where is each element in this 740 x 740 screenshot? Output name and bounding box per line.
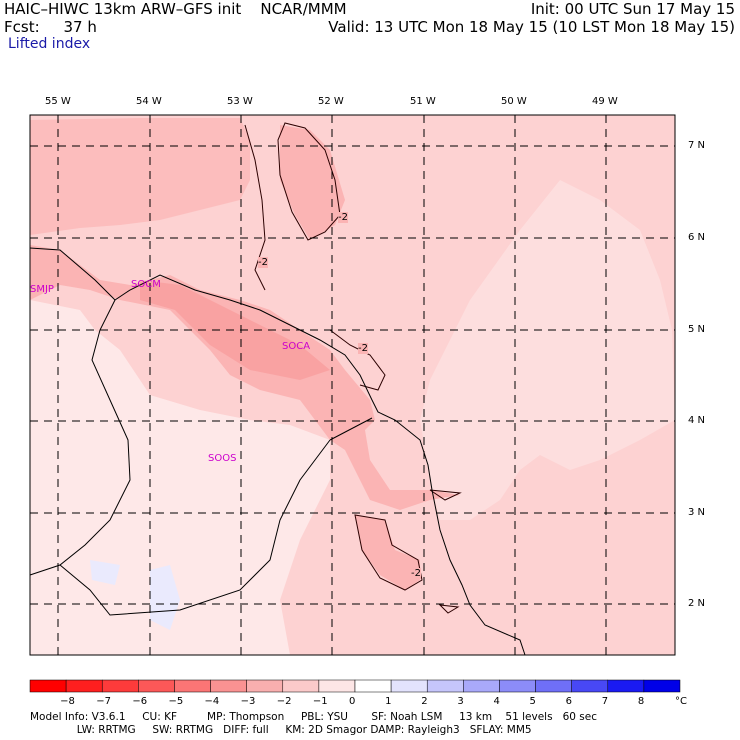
colorbar-tick-label: 1 — [385, 696, 392, 707]
colorbar-unit: °C — [675, 696, 687, 707]
colorbar-swatch — [499, 679, 536, 693]
colorbar-tick-label: 6 — [565, 696, 573, 707]
colorbar-tick-label: 8 — [637, 696, 645, 707]
lat-label: 7 N — [688, 140, 706, 151]
colorbar-swatch — [138, 679, 175, 693]
forecast-hour: Fcst: 37 h — [4, 18, 97, 36]
colorbar-tick-label: 7 — [601, 696, 609, 707]
colorbar-swatch — [354, 679, 392, 693]
model-info-line2: LW: RRTMG SW: RRTMG DIFF: full KM: 2D Sm… — [30, 724, 532, 736]
colorbar — [29, 679, 681, 693]
lat-label: 5 N — [688, 324, 706, 335]
lat-label: 6 N — [688, 232, 706, 243]
colorbar-tick-label: 5 — [529, 696, 536, 707]
colorbar-swatch — [210, 679, 247, 693]
colorbar-tick-label: −4 — [204, 696, 220, 707]
init-time: Init: 00 UTC Sun 17 May 15 — [530, 0, 735, 18]
lon-label: 51 W — [410, 96, 436, 107]
lon-label: 52 W — [318, 96, 344, 107]
colorbar-swatch — [426, 679, 464, 693]
colorbar-swatch — [246, 679, 284, 693]
station-label: SOCA — [282, 341, 311, 352]
colorbar-swatch — [607, 679, 645, 693]
colorbar-swatch — [174, 679, 211, 693]
model-info-line1: Model Info: V3.6.1 CU: KF MP: Thompson P… — [30, 711, 597, 723]
station-label: SMJP — [30, 284, 54, 295]
station-label: SOCM — [131, 279, 161, 290]
lon-label: 50 W — [501, 96, 527, 107]
colorbar-swatch — [571, 679, 609, 693]
shade-region-minus2 — [30, 245, 460, 510]
colorbar-swatch — [29, 679, 67, 693]
contour-label: -2 — [411, 568, 421, 579]
colorbar-tick-label: −5 — [168, 696, 184, 707]
contour-label: -2 — [358, 343, 368, 354]
contour-label: -2 — [258, 257, 268, 268]
station-label: SOOS — [208, 453, 237, 464]
colorbar-tick-label: 3 — [457, 696, 464, 707]
colorbar-swatch — [318, 679, 356, 693]
colorbar-tick-label: −7 — [96, 696, 111, 707]
country-borders — [29, 299, 373, 616]
shade-region-minus2 — [280, 125, 345, 240]
colorbar-swatch — [282, 679, 320, 693]
model-title: HAIC–HIWC 13km ARW–GFS init NCAR/MMM — [4, 0, 347, 18]
map-frame — [29, 114, 676, 656]
coastline — [29, 247, 526, 656]
valid-time: Valid: 13 UTC Mon 18 May 15 (10 LST Mon … — [328, 18, 735, 36]
colorbar-swatch — [535, 679, 572, 693]
colorbar-swatch — [65, 679, 103, 693]
field-name: Lifted index — [8, 36, 91, 52]
colorbar-tick-label: 0 — [349, 696, 356, 707]
lat-lon-grid — [30, 115, 675, 655]
lon-label: 54 W — [136, 96, 162, 107]
lat-label: 4 N — [688, 415, 706, 426]
colorbar-tick-label: 2 — [421, 696, 428, 707]
lon-label: 53 W — [227, 96, 253, 107]
contour-label: -2 — [338, 212, 348, 223]
shade-region-minus2 — [355, 515, 420, 590]
shade-region-plus1 — [90, 560, 120, 585]
colorbar-tick-label: −6 — [132, 696, 148, 707]
lat-label: 3 N — [688, 507, 706, 518]
contour-minus2 — [244, 122, 462, 614]
colorbar-tick-label: −2 — [276, 696, 292, 707]
colorbar-swatch — [463, 679, 500, 693]
shade-region-zero — [420, 180, 675, 520]
lon-label: 55 W — [45, 96, 71, 107]
colorbar-tick-label: −8 — [60, 696, 75, 707]
shade-region-minus3 — [140, 280, 330, 380]
colorbar-swatch — [390, 679, 428, 693]
colorbar-tick-label: −3 — [240, 696, 256, 707]
colorbar-tick-label: 4 — [493, 696, 500, 707]
shade-region-plus1 — [150, 565, 180, 630]
colorbar-tick-label: −1 — [312, 696, 328, 707]
lat-label: 2 N — [688, 598, 706, 609]
lon-label: 49 W — [592, 96, 618, 107]
colorbar-swatch — [643, 679, 681, 693]
shade-region-minus2 — [30, 118, 250, 235]
colorbar-swatch — [101, 679, 139, 693]
